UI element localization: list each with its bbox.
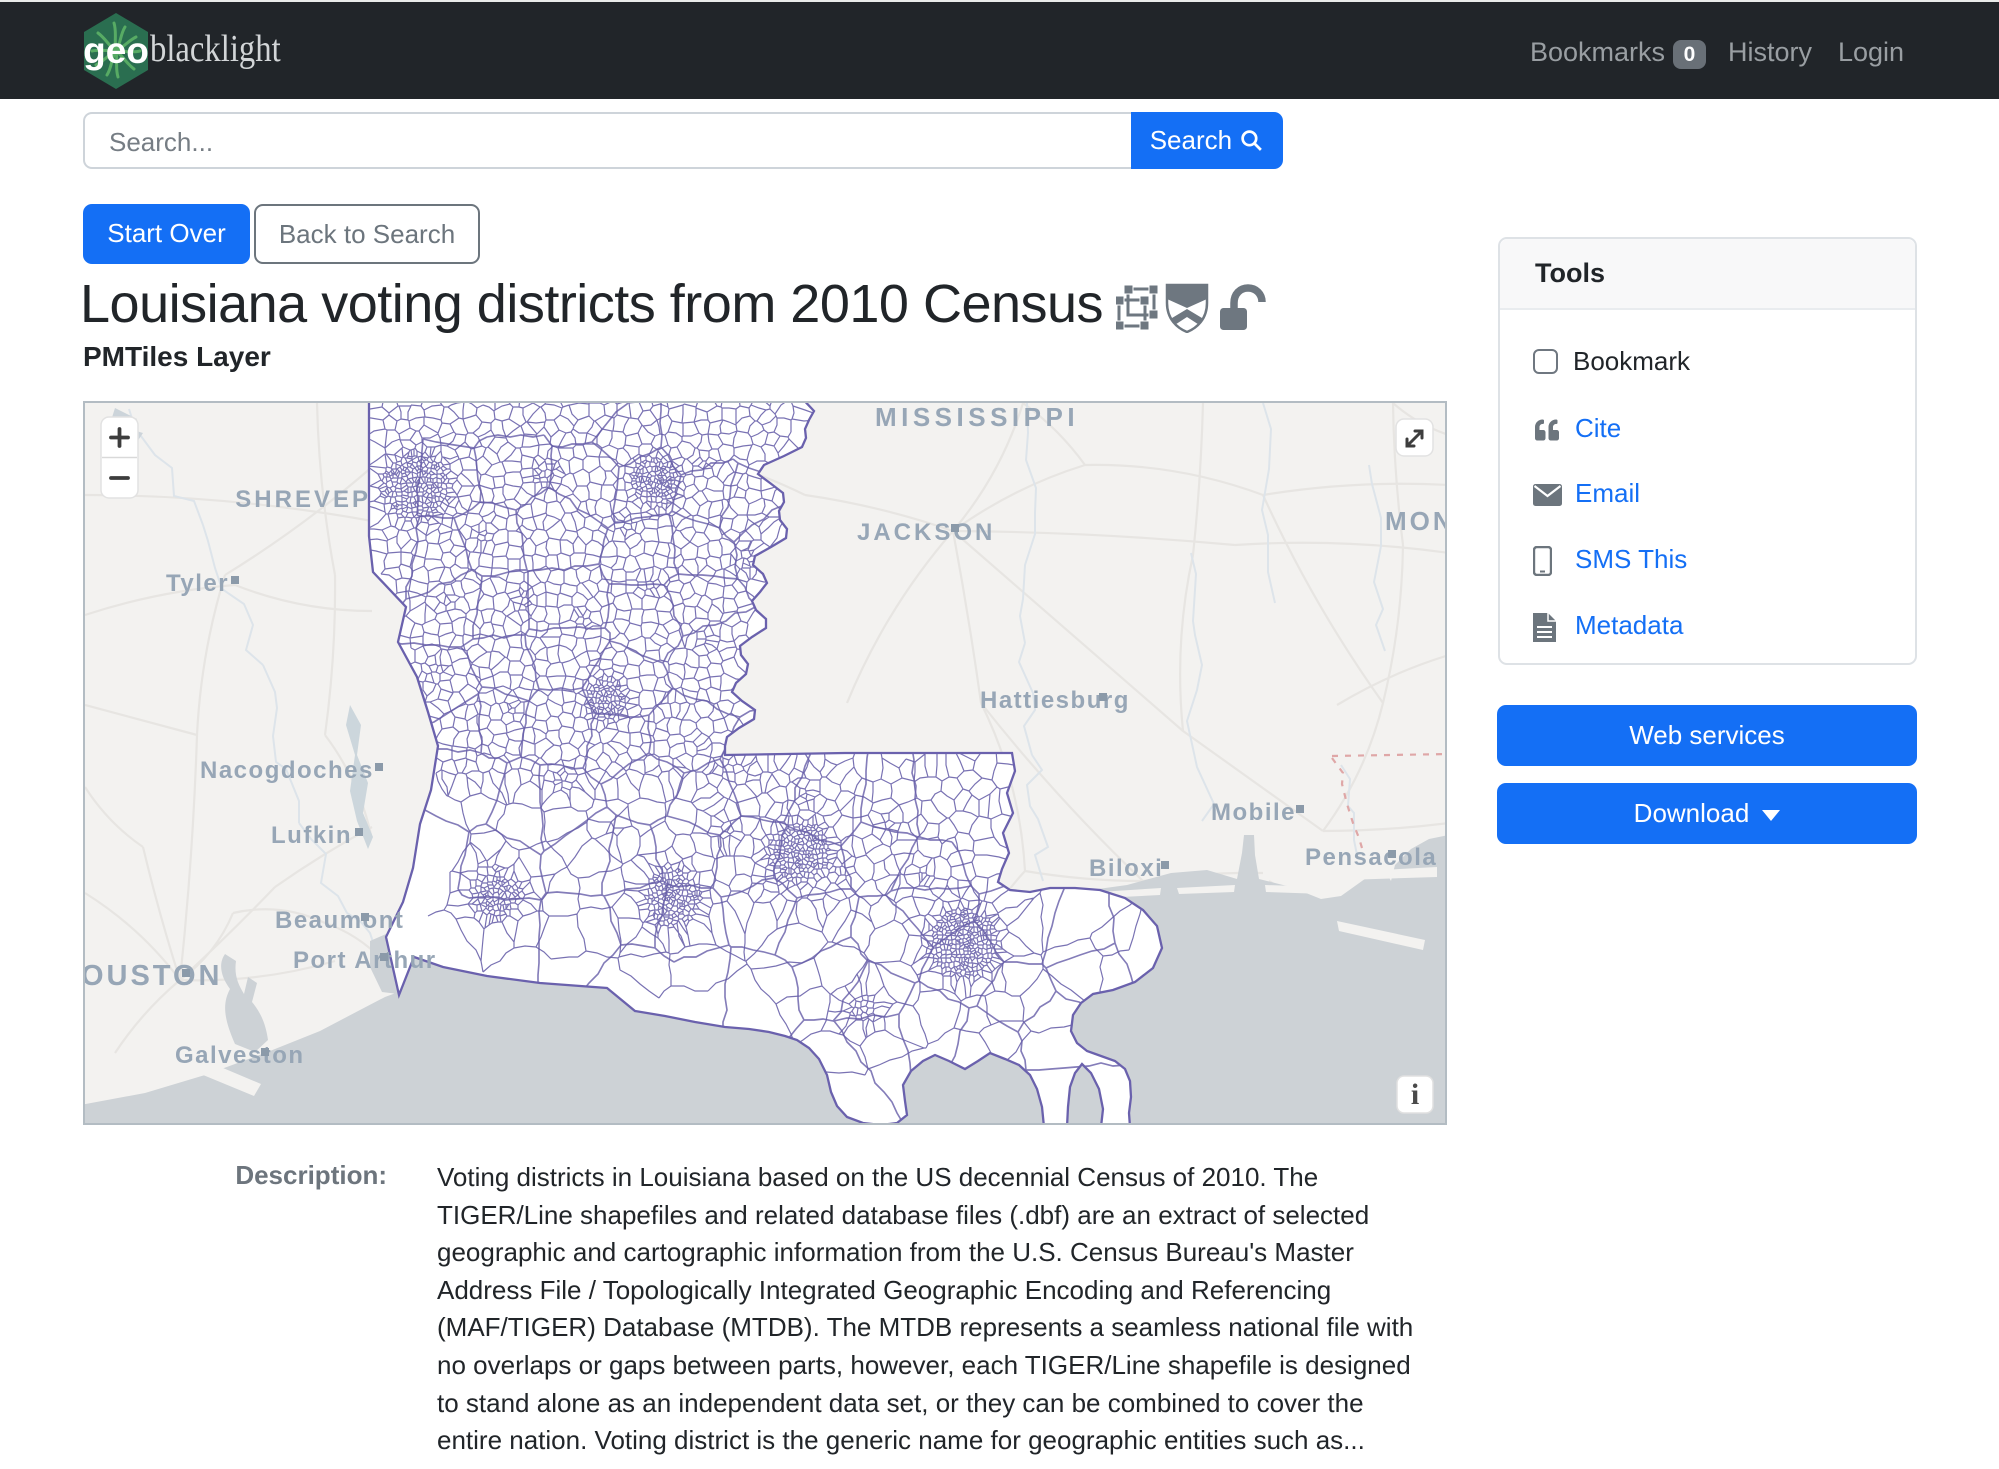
- svg-text:Biloxi: Biloxi: [1089, 855, 1163, 882]
- svg-text:Lufkin: Lufkin: [271, 822, 352, 849]
- svg-text:Pensacola: Pensacola: [1305, 844, 1437, 871]
- svg-text:MONTG: MONTG: [1385, 506, 1445, 536]
- svg-text:Hattiesburg: Hattiesburg: [980, 687, 1130, 714]
- svg-text:SHREVEP: SHREVEP: [235, 486, 371, 513]
- svg-text:JACKSON: JACKSON: [857, 519, 995, 546]
- svg-text:Tyler: Tyler: [166, 570, 229, 597]
- svg-text:Nacogdoches: Nacogdoches: [200, 757, 374, 784]
- svg-text:Mobile: Mobile: [1211, 799, 1296, 826]
- svg-text:Beaumont: Beaumont: [275, 907, 404, 934]
- svg-text:MISSISSIPPI: MISSISSIPPI: [875, 403, 1079, 432]
- svg-text:geo: geo: [84, 30, 148, 71]
- svg-text:Galveston: Galveston: [175, 1042, 305, 1069]
- svg-text:HOUSTON: HOUSTON: [85, 960, 222, 992]
- svg-text:i: i: [1411, 1078, 1419, 1111]
- svg-text:Port Arthur: Port Arthur: [293, 947, 437, 974]
